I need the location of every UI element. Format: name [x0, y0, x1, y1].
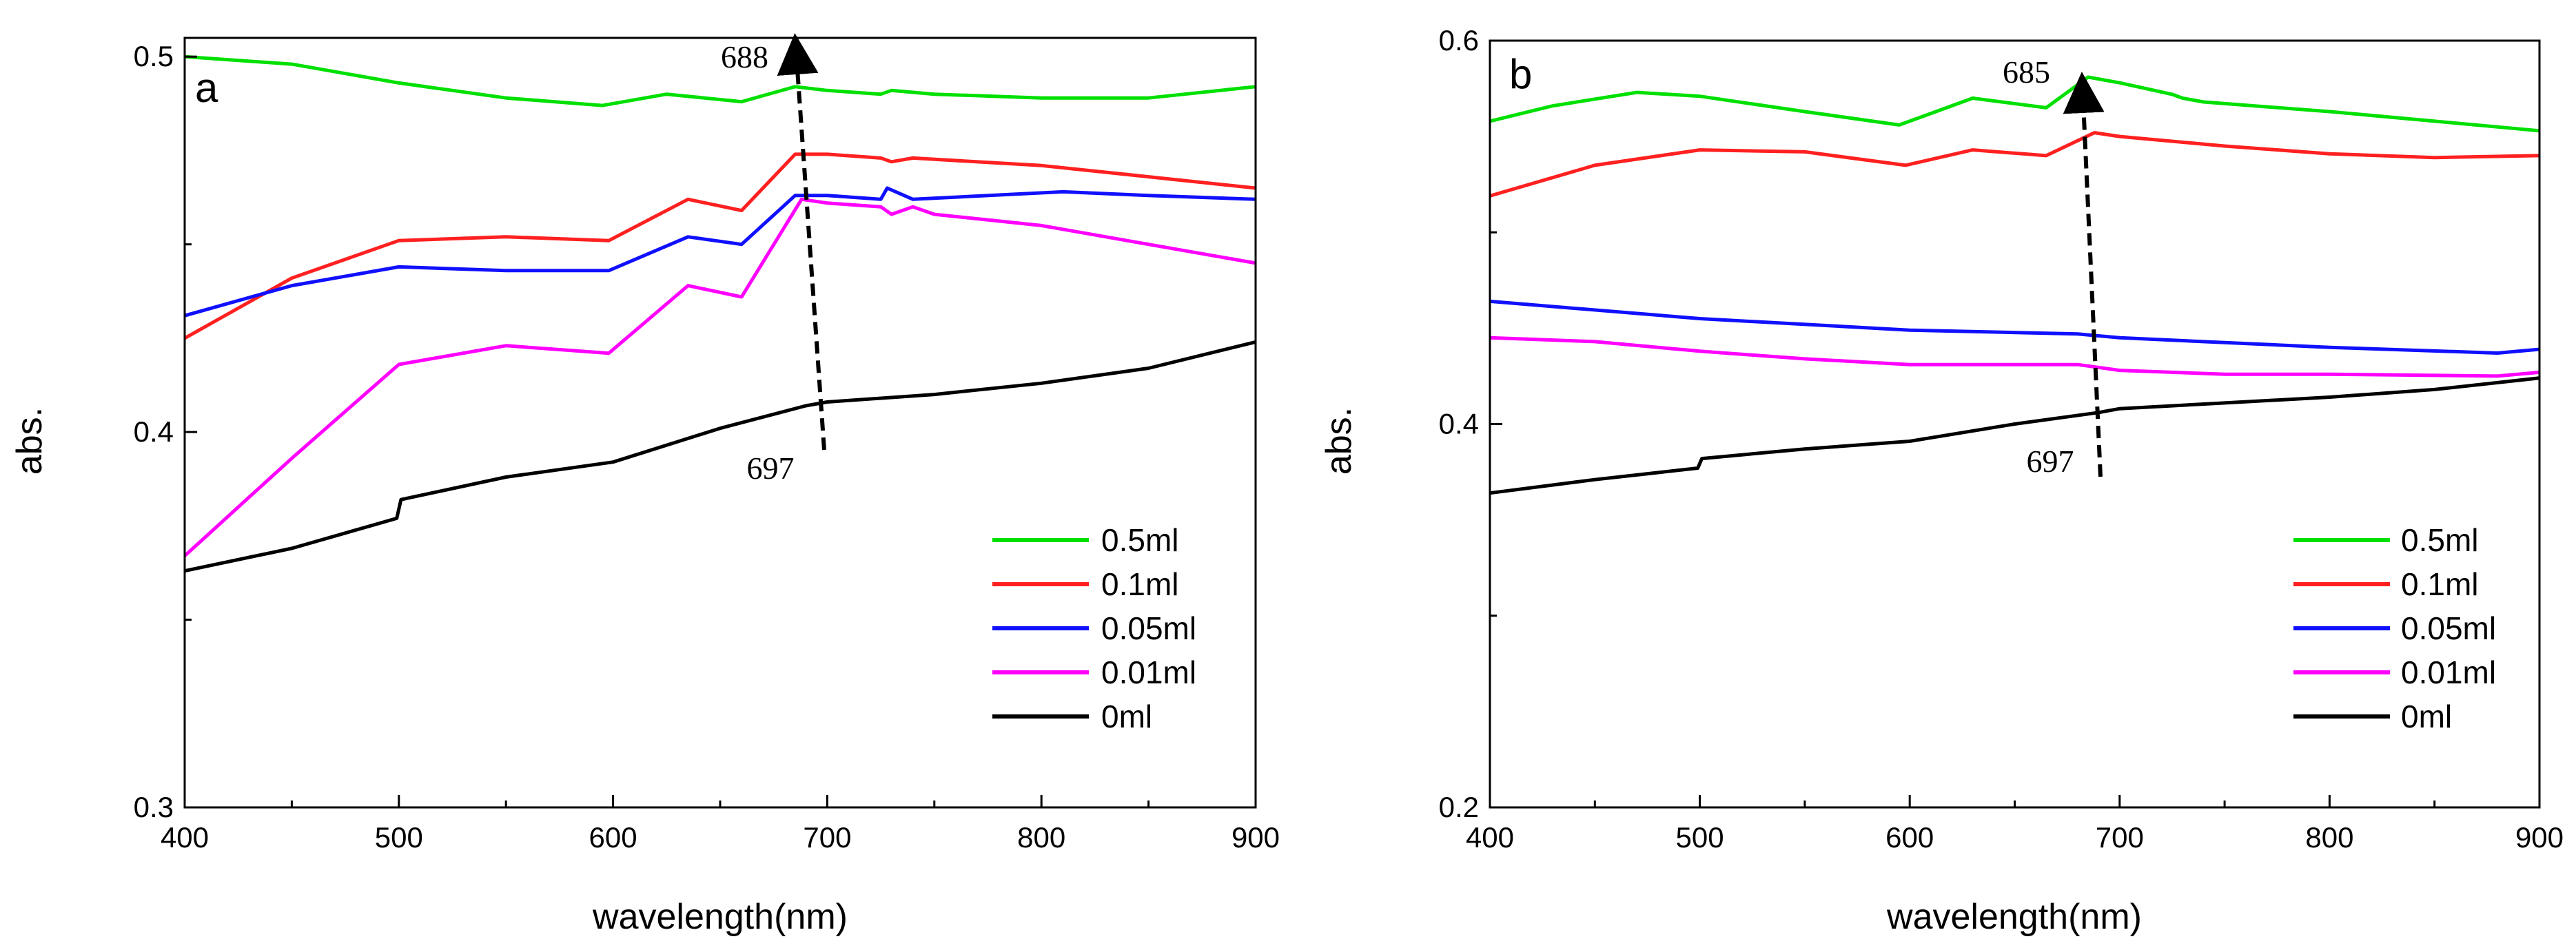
- panel-a-peak-arrow: [777, 33, 826, 451]
- panel-b-annotation-685: 685: [2003, 54, 2050, 90]
- panel-b-xtick-label: 900: [2515, 821, 2564, 854]
- panel-a-annotation-688: 688: [721, 39, 768, 74]
- panel-a-frame: [183, 37, 1257, 809]
- panel-b-xlabel: wavelength(nm): [1886, 897, 2142, 937]
- panel-b-series-0_1ml: [1489, 131, 2540, 198]
- panel-b-ytick-label: 0.4: [1439, 408, 1479, 440]
- panel-a: 400 500 600 700 800 900 0.3 0.4 0.5 a wavelength…: [10, 33, 1280, 937]
- panel-a-annotation-697: 697: [747, 451, 795, 486]
- panel-b-ytick-label: 0.6: [1439, 24, 1479, 56]
- panel-b-legend-label: 0.05ml: [2401, 610, 2496, 646]
- panel-a-ytick-label: 0.5: [134, 40, 174, 72]
- panel-a-series-0ml: [184, 340, 1256, 573]
- panel-a-legend: 0.5ml 0.1ml 0.05ml 0.01ml 0ml: [992, 522, 1196, 734]
- panel-b-series-0ml: [1489, 376, 2540, 495]
- panel-b-legend-label: 0.01ml: [2401, 654, 2496, 690]
- panel-b-legend-label: 0.5ml: [2401, 522, 2478, 558]
- panel-b-xtick-label: 700: [2096, 821, 2144, 854]
- panel-a-xlabel: wavelength(nm): [592, 897, 848, 937]
- panel-b-xtick-label: 800: [2305, 821, 2353, 854]
- panel-a-series: [183, 54, 1256, 573]
- panel-b-series-0_05ml: [1489, 299, 2540, 355]
- panel-b-xtick-label: 400: [1466, 821, 1514, 854]
- panel-b-label: b: [1509, 51, 1532, 97]
- panel-a-ytick-label: 0.4: [134, 415, 174, 448]
- panel-a-legend-label: 0.5ml: [1101, 522, 1178, 558]
- panel-a-xtick-label: 700: [803, 821, 851, 854]
- panel-b-ticks: 400 500 600 700 800 900 0.2 0.4 0.6: [1439, 24, 2564, 854]
- panel-a-xtick-label: 400: [161, 821, 209, 854]
- panel-b: 400 500 600 700 800 900 0.2 0.4 0.6 b wavelength…: [1319, 24, 2564, 937]
- panel-b-series-0_01ml: [1489, 335, 2540, 378]
- panel-a-ytick-label: 0.3: [134, 791, 174, 823]
- panel-b-annotation-697: 697: [2027, 444, 2074, 479]
- panel-a-xtick-label: 600: [589, 821, 637, 854]
- panel-b-legend-label: 0ml: [2401, 699, 2452, 734]
- panel-a-series-0_01ml: [183, 197, 1256, 557]
- panel-a-legend-label: 0.05ml: [1101, 610, 1196, 646]
- panel-a-ticks: 400 500 600 700 800 900 0.3 0.4 0.5: [134, 40, 1280, 854]
- panel-a-ylabel: abs.: [10, 407, 50, 475]
- panel-b-xtick-label: 600: [1885, 821, 1934, 854]
- panel-a-xtick-label: 900: [1231, 821, 1280, 854]
- panel-a-series-0_5ml: [184, 54, 1256, 107]
- panel-b-peak-arrow: [2063, 72, 2105, 477]
- panel-a-legend-label: 0.1ml: [1101, 566, 1178, 602]
- panel-a-xtick-label: 800: [1017, 821, 1065, 854]
- panel-b-ylabel: abs.: [1319, 407, 1359, 475]
- panel-a-series-0_1ml: [183, 152, 1256, 340]
- panel-a-series-0_05ml: [184, 186, 1256, 318]
- panel-b-legend-label: 0.1ml: [2401, 566, 2478, 602]
- panel-b-xtick-label: 500: [1676, 821, 1724, 854]
- panel-a-label: a: [195, 65, 218, 111]
- panel-a-xtick-label: 500: [375, 821, 423, 854]
- panel-a-legend-label: 0.01ml: [1101, 654, 1196, 690]
- panel-b-ytick-label: 0.2: [1439, 791, 1479, 823]
- panel-b-series: [1489, 75, 2540, 495]
- panel-b-legend: 0.5ml 0.1ml 0.05ml 0.01ml 0ml: [2293, 522, 2496, 734]
- panel-a-legend-label: 0ml: [1101, 699, 1152, 734]
